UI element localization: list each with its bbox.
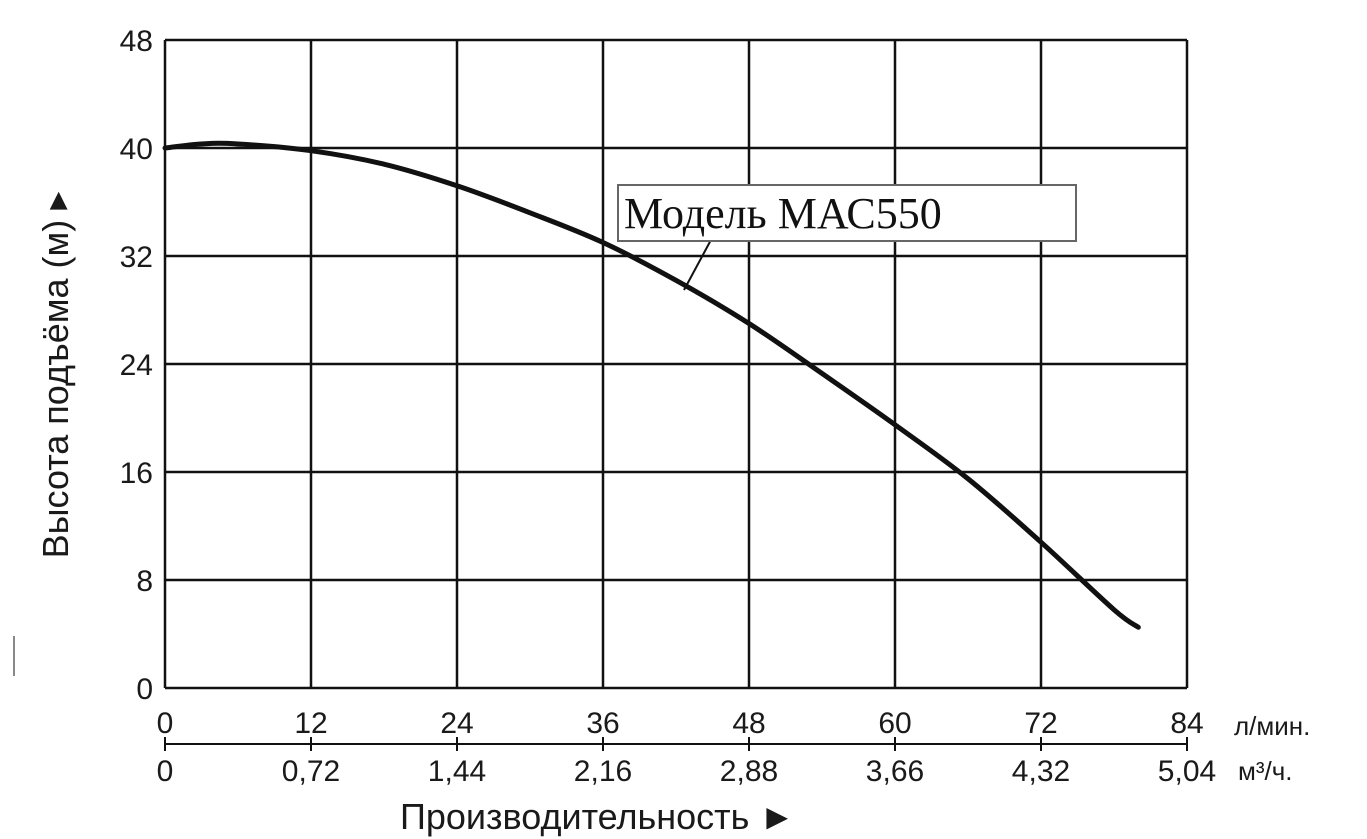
x-tick-label: 0 xyxy=(157,707,174,740)
x-axis-tick-labels: 0 12 24 36 48 60 72 84 xyxy=(157,707,1204,740)
x-tick-label-secondary: 2,88 xyxy=(720,755,778,788)
series-layer xyxy=(162,140,1141,630)
x-tick-label: 48 xyxy=(732,707,765,740)
x-tick-label: 84 xyxy=(1170,707,1203,740)
y-tick-label: 0 xyxy=(136,673,153,706)
y-tick-label: 32 xyxy=(120,241,153,274)
y-tick-label: 8 xyxy=(136,565,153,598)
x-axis xyxy=(164,737,1188,751)
x-axis-unit-secondary: м³/ч. xyxy=(1238,756,1293,786)
y-tick-label: 48 xyxy=(120,25,153,58)
x-axis-unit-primary: л/мин. xyxy=(1234,711,1310,741)
x-tick-label: 36 xyxy=(586,707,619,740)
legend-box xyxy=(617,184,1077,242)
x-tick-label: 12 xyxy=(294,707,327,740)
series-line xyxy=(162,140,1141,630)
x-tick-label: 60 xyxy=(878,707,911,740)
x-axis-title: Производительность ► xyxy=(400,796,795,837)
x-tick-label-secondary: 5,04 xyxy=(1158,755,1216,788)
x-tick-label-secondary: 3,66 xyxy=(866,755,924,788)
y-axis-title: Высота подъёма (м) ▸ xyxy=(35,192,76,559)
y-tick-label: 40 xyxy=(120,133,153,166)
x-tick-label-secondary: 0 xyxy=(157,755,174,788)
x-tick-label-secondary: 0,72 xyxy=(282,755,340,788)
legend: Модель МАС550 xyxy=(617,184,1077,291)
legend-leader-line xyxy=(683,237,713,291)
grid xyxy=(163,38,1189,690)
x-axis-secondary-tick-labels: 0 0,72 1,44 2,16 2,88 3,66 4,32 5,04 xyxy=(157,755,1217,788)
y-tick-label: 24 xyxy=(120,349,153,382)
legend-label: Модель МАС550 xyxy=(624,189,942,238)
x-tick-label: 72 xyxy=(1024,707,1057,740)
x-tick-label-secondary: 1,44 xyxy=(428,755,486,788)
y-tick-label: 16 xyxy=(120,457,153,490)
x-tick-label: 24 xyxy=(440,707,473,740)
x-tick-label-secondary: 2,16 xyxy=(574,755,632,788)
x-tick-label-secondary: 4,32 xyxy=(1012,755,1070,788)
y-axis-tick-labels: 0 8 16 24 32 40 48 xyxy=(120,25,153,706)
